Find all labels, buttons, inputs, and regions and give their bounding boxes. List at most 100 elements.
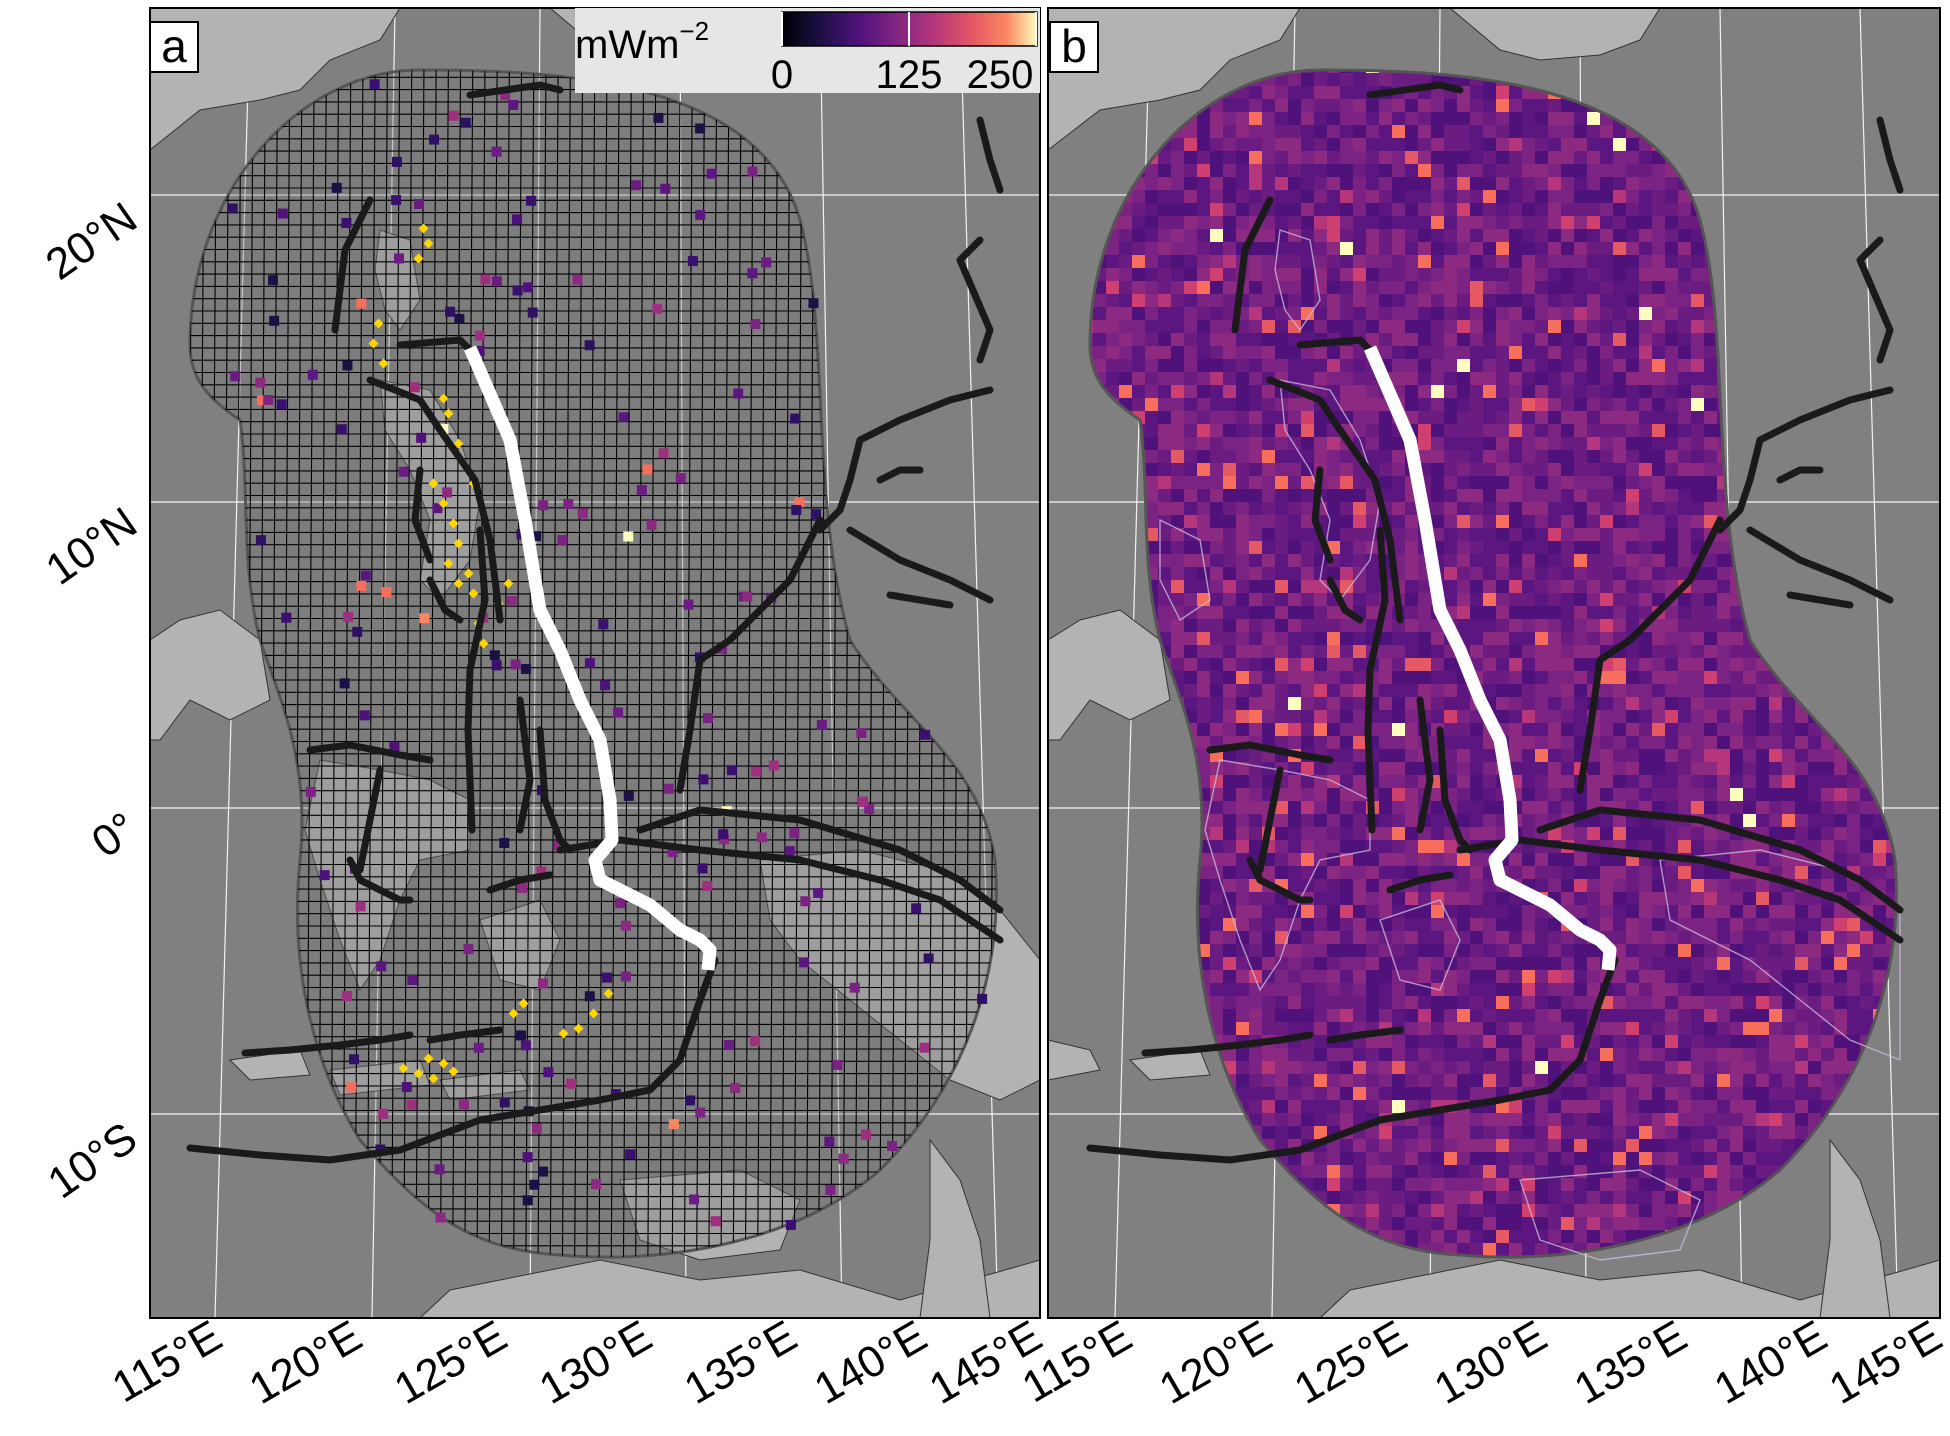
raster-cell [1600,736,1614,750]
raster-cell [1353,372,1367,386]
raster-cell [1535,372,1549,386]
raster-cell [1392,229,1406,243]
raster-cell [1353,86,1367,100]
raster-cell [1314,281,1328,295]
raster-cell [1769,944,1783,958]
raster-cell [1288,840,1302,854]
raster-cell [1405,73,1419,87]
raster-cell [1691,931,1705,945]
raster-cell [1327,723,1341,737]
raster-cell [1639,658,1653,672]
raster-cell [1548,294,1562,308]
raster-cell [1392,268,1406,282]
raster-cell [1470,151,1484,165]
raster-cell [1301,827,1315,841]
raster-cell [1288,515,1302,529]
raster-cell [1730,788,1744,802]
raster-cell [1652,658,1666,672]
raster-cell [1431,710,1445,724]
raster-cell [1223,749,1237,763]
raster-cell [1418,619,1432,633]
raster-cell [1470,1009,1484,1023]
raster-cell [1548,255,1562,269]
raster-cell [1574,476,1588,490]
raster-cell [1431,463,1445,477]
raster-cell [1327,229,1341,243]
raster-cell [1405,645,1419,659]
raster-cell [1288,138,1302,152]
raster-cell [1288,112,1302,126]
raster-cell [1405,567,1419,581]
raster-cell [1561,645,1575,659]
raster-cell [1769,762,1783,776]
raster-cell [1158,567,1172,581]
raster-cell [1639,359,1653,373]
raster-cell [1314,86,1328,100]
raster-cell [1496,918,1510,932]
raster-cell [1639,229,1653,243]
raster-cell [1652,437,1666,451]
heat-flow-point [499,1097,510,1108]
raster-cell [1652,554,1666,568]
raster-cell [1600,242,1614,256]
raster-cell [1574,424,1588,438]
heat-flow-point [601,972,612,983]
raster-cell [1535,697,1549,711]
raster-cell [1236,138,1250,152]
raster-cell [1379,710,1393,724]
raster-cell [1626,476,1640,490]
raster-cell [1418,632,1432,646]
raster-cell [1756,736,1770,750]
raster-cell [1626,957,1640,971]
raster-cell [1535,567,1549,581]
raster-cell [1353,177,1367,191]
raster-cell [1236,801,1250,815]
raster-cell [1626,1009,1640,1023]
raster-cell [1366,203,1380,217]
heat-flow-point [702,713,713,724]
raster-cell [1236,827,1250,841]
raster-cell [1184,268,1198,282]
raster-cell [1613,814,1627,828]
heat-flow-point [369,79,380,90]
raster-cell [1444,892,1458,906]
raster-cell [1561,411,1575,425]
raster-cell [1782,762,1796,776]
raster-cell [1665,203,1679,217]
colorbar-tick-marks [781,12,1037,46]
raster-cell [1652,996,1666,1010]
raster-cell [1353,307,1367,321]
raster-cell [1600,554,1614,568]
raster-cell [1379,112,1393,126]
raster-cell [1301,853,1315,867]
raster-cell [1704,463,1718,477]
heat-flow-point [401,1082,412,1093]
raster-cell [1613,437,1627,451]
raster-cell [1197,879,1211,893]
raster-cell [1847,827,1861,841]
raster-cell [1119,320,1133,334]
raster-cell [1574,333,1588,347]
raster-cell [1223,294,1237,308]
raster-cell [1639,710,1653,724]
raster-cell [1353,749,1367,763]
raster-cell [1301,294,1315,308]
raster-cell [1366,73,1380,87]
raster-cell [1262,658,1276,672]
raster-cell [1431,684,1445,698]
raster-cell [1457,450,1471,464]
raster-cell [1587,515,1601,529]
colorbar-unit: mWm−2 [575,16,709,67]
raster-cell [1249,697,1263,711]
raster-cell [1522,593,1536,607]
raster-cell [1704,931,1718,945]
raster-cell [1301,736,1315,750]
raster-cell [1275,73,1289,87]
raster-cell [1262,424,1276,438]
raster-cell [1431,268,1445,282]
raster-cell [1821,957,1835,971]
raster-cell [1600,814,1614,828]
raster-cell [1158,541,1172,555]
raster-cell [1652,385,1666,399]
raster-cell [1197,398,1211,412]
